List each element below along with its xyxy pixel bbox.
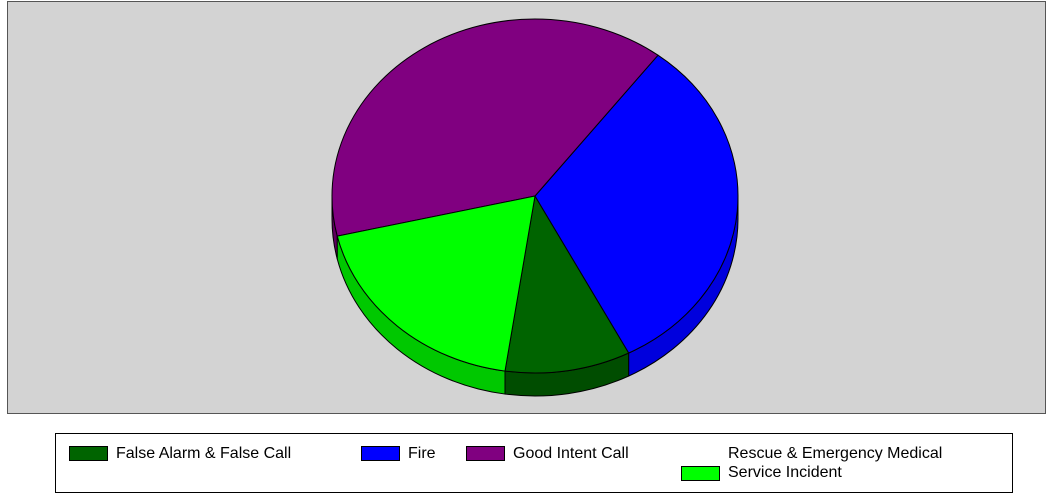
legend-item-fire: Fire	[361, 444, 436, 463]
pie-slice-fire	[534, 54, 739, 354]
legend-label-rescue-ems: Rescue & Emergency Medical Service Incid…	[728, 445, 943, 481]
legend-label-good-intent: Good Intent Call	[513, 445, 629, 462]
legend-item-good-intent: Good Intent Call	[466, 444, 629, 463]
legend: False Alarm & False Call Fire Good Inten…	[55, 433, 1013, 493]
legend-swatch-good-intent	[466, 446, 505, 461]
legend-label-fire: Fire	[408, 445, 436, 462]
legend-swatch-rescue-ems	[681, 466, 720, 481]
legend-item-false-alarm: False Alarm & False Call	[69, 444, 291, 463]
legend-item-rescue-ems: Rescue & Emergency Medical Service Incid…	[681, 444, 942, 482]
pie-slice-false-alarm	[504, 195, 630, 374]
legend-swatch-false-alarm	[69, 446, 108, 461]
pie-slice-rescue-ems	[336, 195, 536, 372]
pie-chart	[331, 18, 739, 397]
pie-slice-good-intent	[331, 18, 659, 237]
legend-swatch-fire	[361, 446, 400, 461]
plot-area	[7, 1, 1046, 414]
legend-label-false-alarm: False Alarm & False Call	[116, 445, 292, 462]
